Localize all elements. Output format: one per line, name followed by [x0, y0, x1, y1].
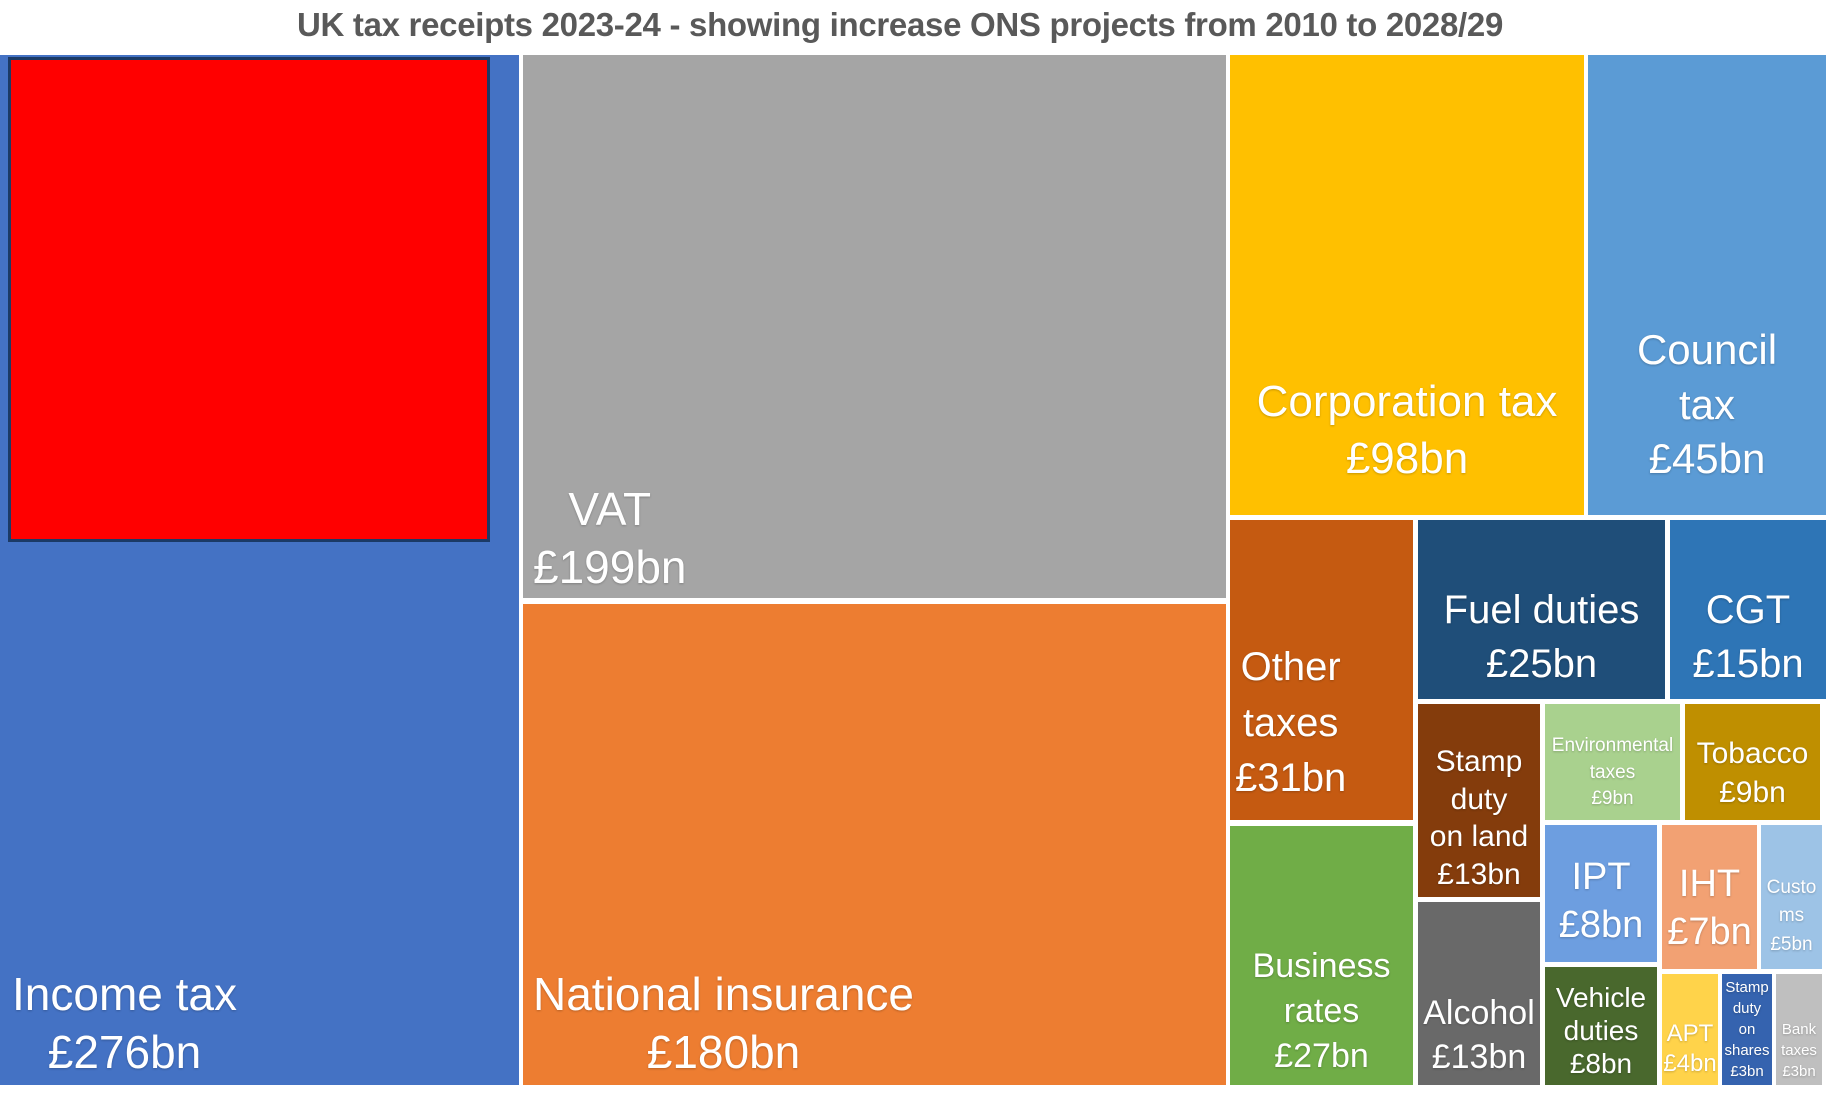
- tile-label-apt: APT £4bn: [1662, 1019, 1718, 1085]
- tile-environmental-taxes: Environmental taxes £9bn: [1545, 704, 1680, 820]
- tile-cgt: CGT £15bn: [1670, 520, 1826, 699]
- tile-label-other-taxes: Other taxes £31bn: [1235, 640, 1346, 820]
- tile-fuel-duties: Fuel duties £25bn: [1418, 520, 1665, 699]
- label-line: Corporation tax: [1256, 376, 1558, 426]
- label-line: £5bn: [1770, 933, 1813, 955]
- label-line: shares: [1724, 1042, 1770, 1059]
- label-line: taxes: [1242, 700, 1339, 745]
- label-line: £45bn: [1648, 435, 1766, 483]
- label-line: on land: [1429, 820, 1529, 853]
- label-line: duty: [1450, 782, 1508, 816]
- label-line: Alcohol: [1423, 993, 1535, 1032]
- tile-iht: IHT £7bn: [1662, 825, 1757, 969]
- label-line: Stamp: [1725, 979, 1769, 996]
- tile-stamp-duty-on-shares: Stamp duty on shares £3bn: [1722, 974, 1772, 1085]
- label-line: on: [1738, 1021, 1756, 1038]
- label-line: £9bn: [1591, 787, 1634, 809]
- label-line: taxes: [1781, 1042, 1817, 1059]
- tile-label-vehicle-duties: Vehicle duties £8bn: [1545, 981, 1657, 1085]
- label-line: £15bn: [1692, 642, 1804, 686]
- label-line: £9bn: [1719, 776, 1786, 809]
- label-line: £4bn: [1663, 1050, 1717, 1078]
- tile-label-customs: Custo ms £5bn: [1761, 874, 1822, 970]
- tile-other-taxes: Other taxes £31bn: [1230, 520, 1413, 820]
- tile-label-corporation-tax: Corporation tax £98bn: [1230, 373, 1584, 515]
- tile-label-tobacco: Tobacco £9bn: [1685, 734, 1820, 820]
- label-line: Stamp: [1435, 745, 1523, 778]
- tile-label-council-tax: Council tax £45bn: [1588, 323, 1826, 515]
- label-line: £7bn: [1667, 911, 1752, 954]
- label-line: IHT: [1678, 862, 1741, 905]
- label-line: rates: [1283, 992, 1360, 1031]
- label-line: £199bn: [533, 540, 687, 593]
- label-line: £3bn: [1782, 1063, 1816, 1080]
- tile-label-vat: VAT £199bn: [533, 481, 687, 598]
- label-line: Other: [1240, 645, 1341, 690]
- tile-stamp-duty-on-land: Stamp duty on land £13bn: [1418, 704, 1540, 897]
- label-line: Fuel duties: [1443, 588, 1640, 632]
- label-line: £27bn: [1274, 1037, 1369, 1076]
- label-line: £276bn: [47, 1025, 202, 1078]
- label-line: VAT: [568, 483, 652, 535]
- tile-label-ipt: IPT £8bn: [1545, 853, 1657, 962]
- tile-business-rates: Business rates £27bn: [1230, 826, 1413, 1085]
- tile-label-alcohol: Alcohol £13bn: [1418, 991, 1540, 1085]
- tile-customs: Custo ms £5bn: [1761, 825, 1822, 969]
- label-line: taxes: [1589, 761, 1636, 783]
- tile-label-iht: IHT £7bn: [1662, 860, 1757, 969]
- label-line: £31bn: [1235, 755, 1347, 800]
- tile-ipt: IPT £8bn: [1545, 825, 1657, 962]
- tile-national-insurance: National insurance £180bn: [523, 604, 1226, 1085]
- tile-council-tax: Council tax £45bn: [1588, 55, 1826, 515]
- label-line: CGT: [1705, 588, 1791, 632]
- tile-tobacco: Tobacco £9bn: [1685, 704, 1820, 820]
- tile-vehicle-duties: Vehicle duties £8bn: [1545, 967, 1657, 1085]
- label-line: duties: [1563, 1014, 1639, 1046]
- label-line: IPT: [1571, 855, 1631, 898]
- label-line: £13bn: [1437, 857, 1521, 891]
- label-line: tax: [1678, 380, 1736, 428]
- tile-label-national-insurance: National insurance £180bn: [533, 966, 914, 1085]
- ons-projection-overlay: [8, 57, 490, 542]
- label-line: Council: [1636, 326, 1778, 374]
- label-line: Tobacco: [1696, 737, 1809, 770]
- label-line: £180bn: [646, 1025, 801, 1078]
- tile-label-income-tax: Income tax £276bn: [12, 966, 237, 1085]
- tile-label-fuel-duties: Fuel duties £25bn: [1418, 583, 1665, 699]
- chart-title: UK tax receipts 2023-24 - showing increa…: [296, 6, 1504, 43]
- label-line: Environmental: [1551, 735, 1674, 757]
- label-line: Income tax: [12, 968, 237, 1020]
- label-line: £13bn: [1431, 1037, 1527, 1076]
- label-line: Vehicle: [1555, 981, 1647, 1013]
- label-line: £8bn: [1569, 1047, 1633, 1079]
- label-line: £25bn: [1485, 642, 1598, 686]
- tile-vat: VAT £199bn: [523, 55, 1226, 598]
- label-line: £98bn: [1345, 433, 1469, 483]
- label-line: Bank: [1781, 1021, 1817, 1038]
- tile-apt: APT £4bn: [1662, 974, 1718, 1085]
- tile-label-stamp-duty-on-land: Stamp duty on land £13bn: [1418, 743, 1540, 897]
- label-line: National insurance: [533, 968, 915, 1020]
- tile-corporation-tax: Corporation tax £98bn: [1230, 55, 1584, 515]
- label-line: £3bn: [1730, 1063, 1764, 1080]
- tile-label-bank-taxes: Bank taxes £3bn: [1776, 1019, 1822, 1085]
- tile-label-business-rates: Business rates £27bn: [1230, 944, 1413, 1085]
- tile-label-stamp-duty-on-shares: Stamp duty on shares £3bn: [1722, 977, 1772, 1085]
- label-line: APT: [1666, 1019, 1714, 1047]
- label-line: ms: [1778, 905, 1805, 926]
- label-line: Business: [1252, 947, 1391, 986]
- tile-label-environmental-taxes: Environmental taxes £9bn: [1545, 733, 1680, 820]
- label-line: duty: [1732, 1000, 1762, 1017]
- label-line: £8bn: [1558, 904, 1644, 947]
- label-line: Custo: [1766, 876, 1817, 898]
- tile-label-cgt: CGT £15bn: [1670, 583, 1826, 699]
- tile-bank-taxes: Bank taxes £3bn: [1776, 974, 1822, 1085]
- tile-alcohol: Alcohol £13bn: [1418, 902, 1540, 1085]
